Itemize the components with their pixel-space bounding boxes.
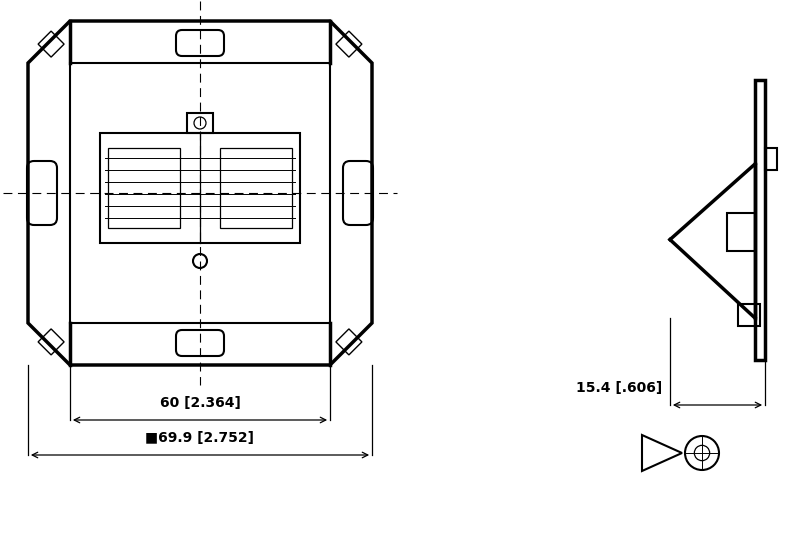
Bar bbox=[220, 148, 291, 228]
Bar bbox=[100, 133, 300, 243]
Bar bbox=[108, 148, 180, 228]
Bar bbox=[726, 213, 754, 251]
Bar bbox=[754, 80, 764, 360]
Text: 60 [2.364]: 60 [2.364] bbox=[159, 396, 240, 410]
Bar bbox=[737, 304, 759, 326]
Text: ■69.9 [2.752]: ■69.9 [2.752] bbox=[145, 431, 255, 445]
Bar bbox=[70, 63, 329, 323]
Bar bbox=[764, 148, 776, 169]
Bar bbox=[187, 113, 213, 133]
Text: 15.4 [.606]: 15.4 [.606] bbox=[575, 381, 661, 395]
